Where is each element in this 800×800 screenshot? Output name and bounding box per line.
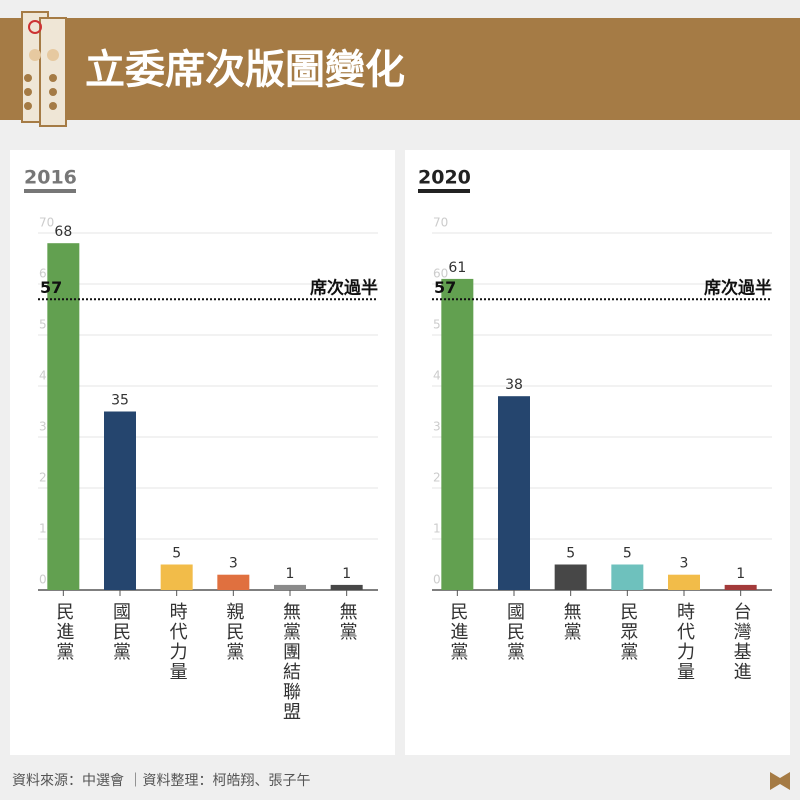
x-tick-label: 時代力量 — [167, 602, 188, 682]
y-tick-label: 60 — [433, 267, 448, 281]
chart-title: 2016 — [24, 167, 77, 189]
value-label: 35 — [111, 393, 129, 409]
bar — [274, 584, 306, 590]
y-tick-label: 0 — [39, 573, 47, 587]
bar — [724, 584, 757, 590]
bar — [104, 411, 136, 590]
x-tick-label: 無黨 — [561, 602, 582, 642]
x-tick-label: 無黨 — [337, 602, 358, 642]
x-tick-label: 台灣基進 — [731, 602, 752, 682]
page-title: 立委席次版圖變化 — [85, 47, 405, 93]
value-label: 5 — [566, 546, 575, 562]
title-underline — [418, 189, 470, 193]
value-label: 5 — [623, 546, 632, 562]
threshold-label: 席次過半 — [704, 277, 772, 298]
value-label: 1 — [736, 566, 745, 582]
bar — [160, 564, 193, 590]
value-label: 3 — [680, 556, 689, 572]
bar — [47, 243, 80, 590]
value-label: 1 — [286, 566, 295, 582]
y-tick-label: 0 — [433, 573, 441, 587]
x-tick-label: 親民黨 — [223, 602, 244, 662]
threshold-value: 57 — [434, 278, 456, 297]
bar — [498, 396, 530, 590]
x-tick-label: 無黨團結聯盟 — [280, 602, 301, 722]
bar — [217, 574, 250, 590]
x-tick-label: 國民黨 — [504, 602, 525, 662]
value-label: 3 — [229, 556, 238, 572]
x-tick-label: 民進黨 — [53, 602, 74, 662]
value-label: 61 — [448, 260, 466, 276]
value-label: 38 — [505, 377, 523, 393]
value-label: 68 — [54, 224, 72, 240]
value-label: 1 — [342, 566, 351, 582]
threshold-value: 57 — [40, 278, 62, 297]
y-tick-label: 70 — [433, 216, 448, 230]
x-tick-label: 民眾黨 — [617, 602, 638, 662]
footer-text: 資料來源：中選會 ｜資料整理：柯皓翔、張子午 — [12, 773, 310, 789]
bar — [611, 564, 644, 590]
header-icon — [21, 11, 67, 127]
chart-title: 2020 — [418, 167, 471, 189]
bar — [668, 574, 700, 590]
x-tick-label: 國民黨 — [110, 602, 131, 662]
header-band — [0, 18, 800, 120]
bar — [554, 564, 587, 590]
x-tick-label: 民進黨 — [447, 602, 468, 662]
threshold-label: 席次過半 — [310, 277, 378, 298]
bar — [441, 278, 474, 590]
y-tick-label: 70 — [39, 216, 54, 230]
bar — [330, 584, 363, 590]
value-label: 5 — [172, 546, 181, 562]
title-underline — [24, 189, 76, 193]
brand-logo — [770, 772, 790, 790]
x-tick-label: 時代力量 — [674, 602, 695, 682]
